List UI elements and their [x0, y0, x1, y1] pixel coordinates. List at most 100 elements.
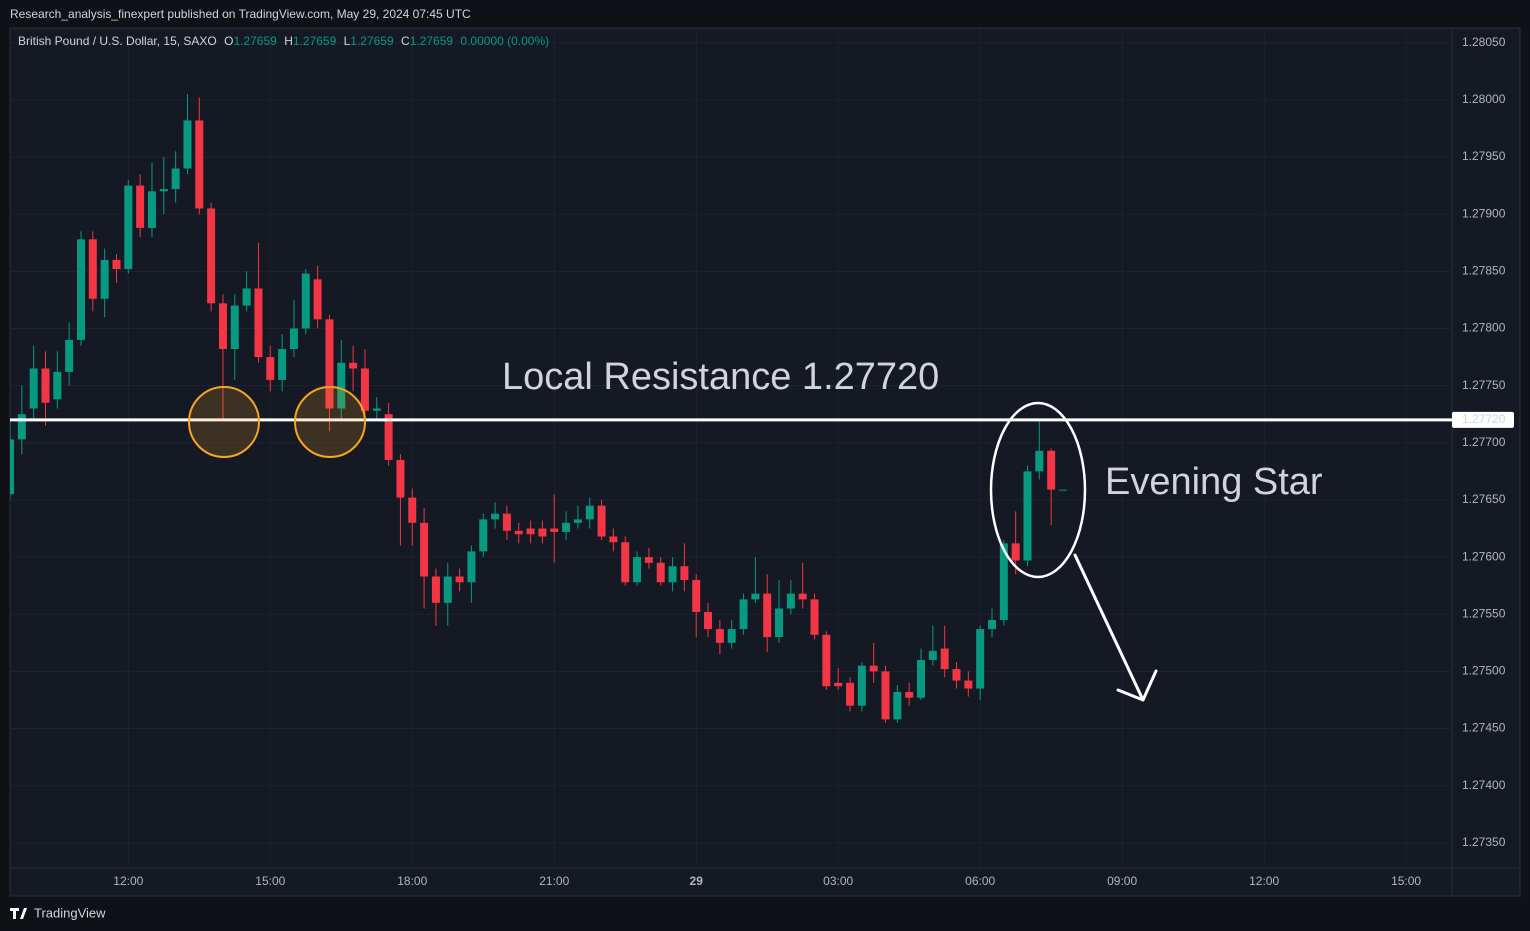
candles — [10, 94, 1067, 723]
candle-body — [976, 629, 985, 689]
legend-label: O — [224, 34, 233, 48]
x-tick-label: 15:00 — [255, 874, 285, 888]
candle-body — [325, 319, 334, 409]
legend-label: H — [284, 34, 293, 48]
x-tick-label: 18:00 — [397, 874, 427, 888]
candle-body — [65, 339, 74, 372]
legend-value: 1.27659 — [410, 34, 454, 48]
candle-body — [621, 542, 630, 583]
x-tick-label: 09:00 — [1107, 874, 1137, 888]
candle-body — [633, 557, 642, 583]
candle-body — [1011, 543, 1020, 561]
y-tick-label: 1.27600 — [1462, 549, 1506, 563]
candle-body — [550, 528, 559, 532]
price-label-box — [1452, 411, 1514, 428]
candle-body — [964, 680, 973, 689]
candle-body — [573, 519, 582, 523]
candle-body — [491, 513, 500, 520]
y-tick-label: 1.27500 — [1462, 664, 1506, 678]
candle-body — [999, 543, 1008, 620]
y-tick-label: 1.27550 — [1462, 606, 1506, 620]
candle-body — [289, 328, 298, 350]
y-tick-label: 1.28050 — [1462, 35, 1506, 49]
legend: British Pound / U.S. Dollar, 15, SAXO O1… — [18, 34, 549, 48]
candle-body — [431, 576, 440, 603]
candle-body — [704, 611, 713, 630]
candle-body — [893, 691, 902, 720]
candle-body — [715, 629, 724, 643]
highlight-ellipse — [989, 401, 1087, 579]
candle-body — [278, 349, 287, 380]
candle-body — [218, 303, 227, 350]
x-tick-label: 15:00 — [1391, 874, 1421, 888]
highlight-circle — [294, 386, 366, 458]
candle-body — [313, 279, 322, 320]
candle-body — [822, 634, 831, 687]
candle-body — [810, 599, 819, 635]
candle-body — [940, 648, 949, 670]
candle-body — [692, 579, 701, 612]
annotation: Local Resistance 1.27720 — [502, 356, 939, 398]
candle-body — [514, 530, 523, 535]
candle-body — [360, 368, 369, 411]
candle-body — [656, 562, 665, 583]
candle-body — [159, 189, 168, 192]
candle-body — [869, 665, 878, 672]
candle-body — [905, 691, 914, 698]
y-tick-label: 1.27350 — [1462, 835, 1506, 849]
candle-body — [479, 519, 488, 552]
arrow — [1073, 553, 1158, 702]
x-tick-label: 29 — [690, 874, 704, 888]
candle-body — [301, 273, 310, 329]
candle-body — [17, 414, 26, 440]
candle-body — [136, 185, 145, 228]
candle-body — [171, 168, 180, 190]
candle-body — [349, 362, 358, 369]
x-tick-label: 12:00 — [113, 874, 143, 888]
candle-body — [396, 459, 405, 498]
candle-body — [881, 671, 890, 720]
y-tick-label: 1.27850 — [1462, 263, 1506, 277]
candle-body — [834, 682, 843, 687]
candle-body — [798, 593, 807, 600]
x-tick-label: 21:00 — [539, 874, 569, 888]
candle-body — [112, 259, 121, 270]
legend-value: 1.27659 — [293, 34, 337, 48]
candle-body — [1047, 450, 1056, 490]
candle-body — [526, 528, 535, 535]
highlight-circle — [188, 386, 260, 458]
header: Research_analysis_finexpert published on… — [10, 7, 471, 21]
candle-body — [195, 120, 204, 209]
y-tick-label: 1.27750 — [1462, 378, 1506, 392]
legend-label: L — [344, 34, 351, 48]
candle-body — [254, 288, 263, 358]
grid: 1.27350 1.27400 1.27450 1.27500 1.27550 1.276… — [10, 29, 1506, 888]
candle-body — [597, 505, 606, 537]
candle-body — [1058, 489, 1067, 491]
legend-label: C — [401, 34, 410, 48]
candle-body — [266, 357, 275, 380]
candle-body — [10, 439, 14, 495]
candle-body — [952, 669, 961, 681]
candle-body — [857, 665, 866, 706]
candle-body — [538, 528, 547, 537]
candle-body — [1023, 471, 1032, 561]
candle-body — [455, 576, 464, 583]
annotation: Evening Star — [1105, 461, 1323, 503]
candle-body — [644, 557, 653, 563]
candle-body — [763, 593, 772, 638]
y-tick-label: 1.27400 — [1462, 778, 1506, 792]
candle-body — [786, 593, 795, 609]
candle-body — [41, 368, 50, 403]
candle-body — [562, 522, 571, 532]
legend-value: 1.27659 — [350, 34, 394, 48]
candle-body — [100, 259, 109, 299]
candle-body — [727, 629, 736, 643]
x-tick-label: 12:00 — [1249, 874, 1279, 888]
price-label: 1.27720 — [1462, 412, 1506, 426]
candle-body — [147, 191, 156, 228]
candle-body — [668, 566, 677, 583]
candle-body — [928, 650, 937, 660]
candle-body — [372, 408, 381, 411]
